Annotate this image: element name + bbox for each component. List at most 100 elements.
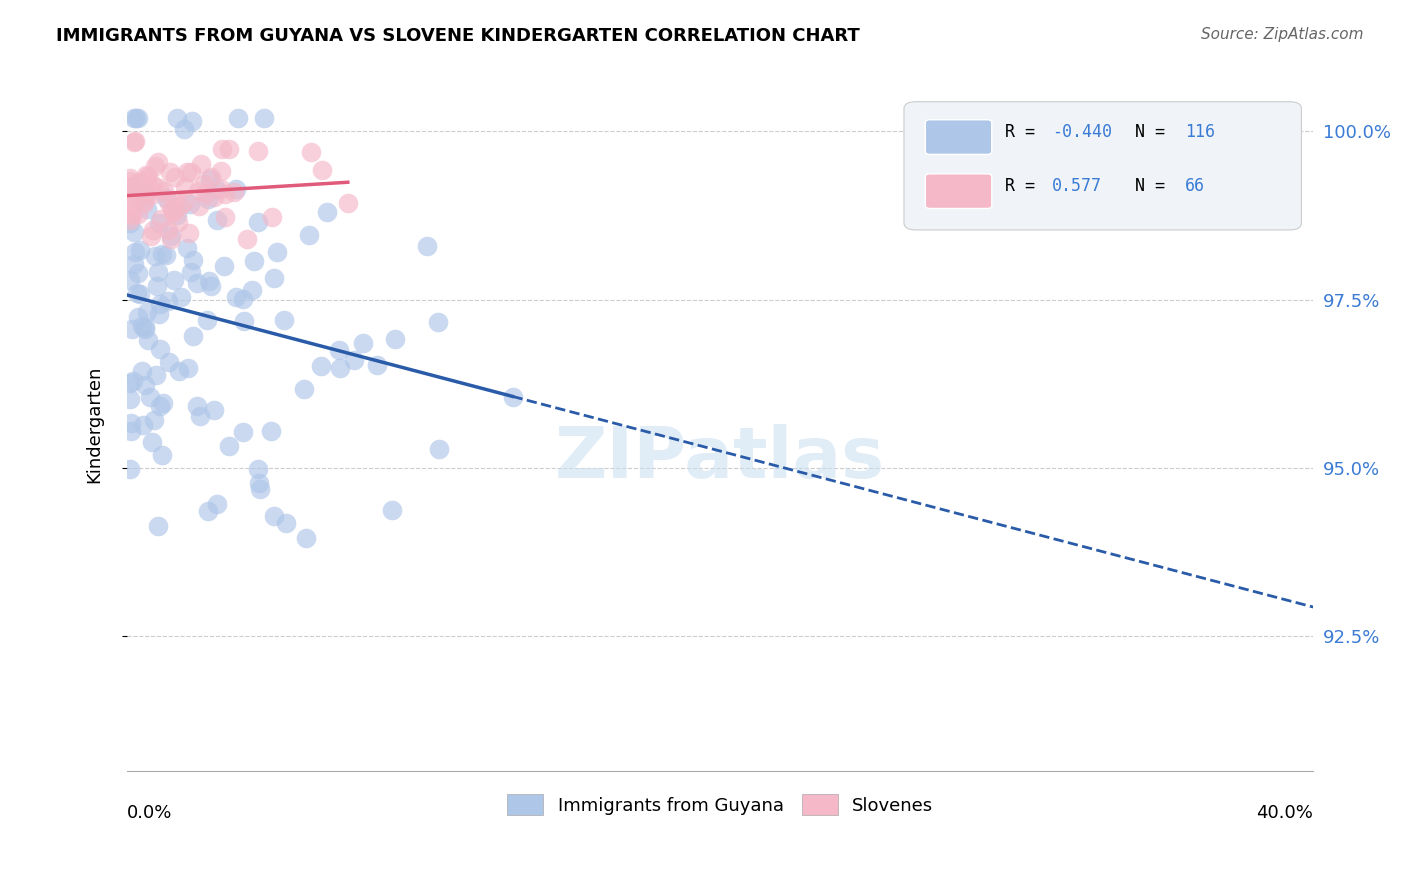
Point	[298, 227, 321, 242]
Point	[166, 111, 188, 125]
Point	[118, 188, 141, 202]
Point	[214, 211, 236, 225]
Point	[132, 194, 155, 208]
Point	[150, 211, 173, 226]
Point	[309, 359, 332, 373]
Point	[141, 434, 163, 449]
Point	[146, 518, 169, 533]
Point	[142, 178, 165, 192]
Point	[232, 425, 254, 439]
Point	[136, 169, 159, 184]
Point	[328, 343, 350, 357]
Point	[148, 307, 170, 321]
Point	[135, 186, 157, 201]
Point	[200, 170, 222, 185]
Point	[170, 290, 193, 304]
Point	[336, 196, 359, 211]
Text: N =: N =	[1135, 178, 1175, 195]
Point	[134, 322, 156, 336]
Point	[177, 361, 200, 376]
Point	[120, 416, 142, 430]
Point	[121, 374, 143, 388]
Point	[136, 188, 159, 202]
Point	[274, 516, 297, 530]
Point	[232, 292, 254, 306]
Point	[226, 111, 249, 125]
Text: 40.0%: 40.0%	[1257, 805, 1313, 822]
Point	[145, 368, 167, 382]
Point	[181, 114, 204, 128]
Point	[197, 274, 219, 288]
Point	[159, 229, 181, 244]
Point	[122, 135, 145, 149]
Point	[122, 226, 145, 240]
Point	[233, 314, 256, 328]
Point	[209, 163, 232, 178]
Point	[118, 213, 141, 227]
Point	[149, 342, 172, 356]
Point	[118, 273, 141, 287]
Point	[146, 265, 169, 279]
Point	[118, 178, 141, 193]
Point	[121, 191, 143, 205]
FancyBboxPatch shape	[904, 102, 1302, 230]
Point	[311, 162, 333, 177]
Point	[143, 249, 166, 263]
Point	[225, 181, 247, 195]
Point	[253, 111, 276, 125]
Point	[179, 197, 201, 211]
Text: 0.577: 0.577	[1052, 178, 1102, 195]
Point	[139, 182, 162, 196]
Point	[193, 177, 215, 191]
Point	[181, 329, 204, 343]
Point	[120, 197, 142, 211]
Point	[179, 226, 201, 240]
Point	[131, 417, 153, 432]
Text: R =: R =	[1005, 122, 1045, 141]
Point	[166, 208, 188, 222]
Point	[135, 169, 157, 183]
Point	[156, 293, 179, 308]
Point	[118, 173, 141, 187]
Text: -0.440: -0.440	[1052, 122, 1112, 141]
Point	[173, 122, 195, 136]
Point	[187, 199, 209, 213]
Point	[249, 482, 271, 496]
Point	[243, 254, 266, 268]
Point	[195, 313, 218, 327]
Point	[172, 196, 194, 211]
Point	[176, 165, 198, 179]
Point	[131, 175, 153, 189]
Y-axis label: Kindergarten: Kindergarten	[86, 366, 103, 483]
Point	[260, 210, 283, 224]
Point	[163, 170, 186, 185]
Point	[155, 248, 177, 262]
Point	[129, 243, 152, 257]
Point	[132, 189, 155, 203]
Point	[159, 232, 181, 246]
Point	[205, 497, 228, 511]
Point	[162, 204, 184, 219]
Point	[120, 424, 142, 438]
Point	[176, 241, 198, 255]
Point	[316, 205, 339, 219]
Point	[195, 186, 218, 200]
Point	[292, 383, 315, 397]
Point	[200, 279, 222, 293]
Point	[125, 285, 148, 300]
Point	[146, 279, 169, 293]
Point	[153, 184, 176, 198]
Point	[159, 164, 181, 178]
Point	[181, 253, 204, 268]
Point	[214, 186, 236, 201]
Point	[134, 377, 156, 392]
Point	[150, 247, 173, 261]
Point	[190, 157, 212, 171]
Point	[129, 287, 152, 301]
Point	[146, 155, 169, 169]
Point	[224, 186, 246, 200]
Point	[118, 171, 141, 186]
Point	[149, 399, 172, 413]
Point	[260, 425, 283, 439]
Point	[186, 399, 208, 413]
